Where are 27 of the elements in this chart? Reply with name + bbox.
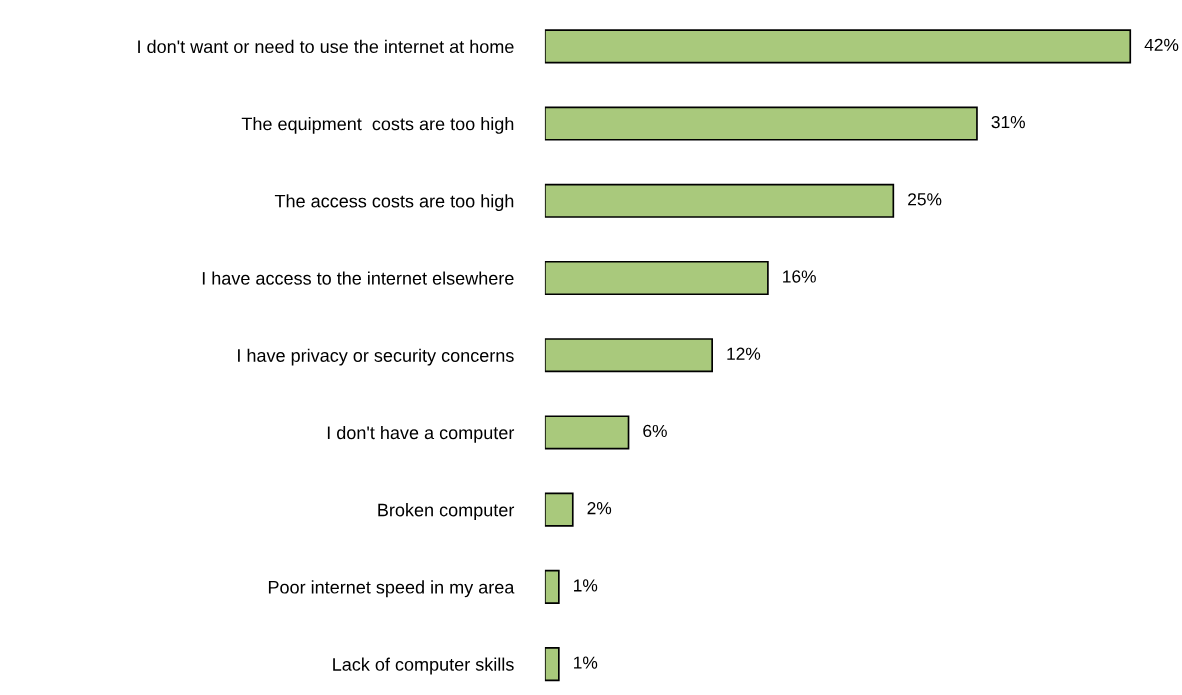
data-label: 12% — [727, 347, 761, 360]
bar — [544, 260, 769, 296]
data-label: 25% — [908, 193, 942, 206]
y-tick-label: Broken computer — [378, 503, 515, 520]
bar — [544, 338, 713, 373]
y-tick-label: Poor internet speed in my area — [268, 580, 515, 598]
y-tick-label: The equipment costs are too high — [241, 117, 514, 134]
y-tick-label: I have privacy or security concerns — [238, 348, 514, 366]
data-label: 2% — [587, 502, 612, 515]
bar — [544, 569, 560, 604]
bar — [544, 183, 895, 218]
data-label: 6% — [643, 424, 667, 438]
bar — [544, 415, 630, 450]
y-tick-label: The access costs are too high — [274, 194, 514, 212]
y-tick-label: I have access to the internet elsewhere — [202, 271, 514, 285]
y-tick-label: Lack of computer skills — [333, 657, 514, 675]
data-label: 1% — [574, 656, 598, 669]
data-label: 16% — [783, 270, 816, 283]
y-tick-label: I don't have a computer — [327, 425, 515, 443]
bar — [544, 492, 574, 527]
bar — [544, 29, 1132, 64]
bar — [544, 647, 560, 682]
data-label: 42% — [1144, 38, 1179, 51]
bar — [544, 106, 978, 141]
y-tick-label: I don't want or need to use the internet at home — [138, 39, 514, 54]
data-label: 31% — [991, 115, 1025, 129]
data-label: 1% — [574, 579, 598, 592]
